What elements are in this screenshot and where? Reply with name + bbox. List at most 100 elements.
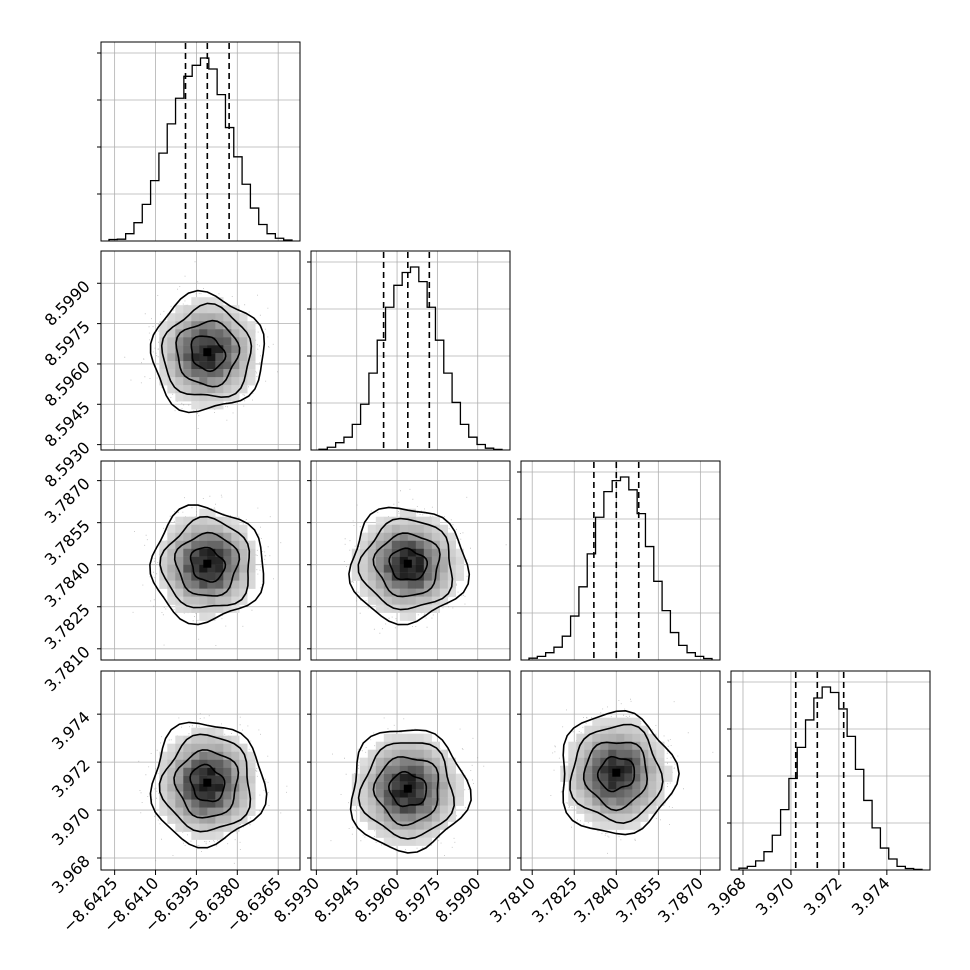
density-cell — [431, 749, 441, 758]
density-cell — [431, 741, 441, 750]
y-tick-label: 8.5990 — [41, 277, 94, 330]
density-cell — [215, 735, 224, 744]
density-cell — [215, 321, 224, 330]
density-cell — [199, 337, 208, 346]
density-cell — [183, 305, 192, 314]
density-cell — [399, 829, 409, 838]
density-cell — [223, 516, 232, 525]
density-cell — [231, 377, 240, 386]
density-cell — [191, 524, 200, 533]
density-cell — [383, 532, 393, 541]
density-cell — [375, 588, 385, 597]
density-cell — [199, 572, 208, 581]
density-cell — [415, 781, 425, 790]
density-cell — [191, 361, 200, 370]
density-cell — [183, 807, 192, 816]
y-tick-label: 3.7825 — [41, 600, 94, 653]
density-cell — [439, 765, 449, 774]
x-tick-label: 3.970 — [752, 873, 798, 919]
density-cell — [447, 556, 457, 565]
panel-content — [330, 717, 485, 856]
density-cell — [239, 564, 248, 573]
contour-line — [190, 335, 227, 373]
density-cell — [199, 548, 208, 557]
density-cell — [239, 548, 248, 557]
density-cell — [568, 749, 577, 758]
density-cell — [576, 749, 585, 758]
density-cell — [399, 765, 409, 774]
density-cell — [207, 735, 216, 744]
density-cell — [399, 797, 409, 806]
density-cell — [175, 799, 184, 808]
density-cell — [455, 773, 465, 782]
density-cell — [415, 789, 425, 798]
density-cell — [191, 540, 200, 549]
density-cell — [207, 807, 216, 816]
density-cell — [215, 783, 224, 792]
density-cell — [648, 765, 657, 774]
density-cell — [640, 733, 649, 742]
density-cell — [215, 337, 224, 346]
density-cell — [223, 532, 232, 541]
density-cell — [632, 805, 641, 814]
density-cell — [239, 540, 248, 549]
density-cell — [223, 759, 232, 768]
density-cell — [199, 743, 208, 752]
density-cell — [375, 516, 385, 525]
density-cell — [391, 829, 401, 838]
density-cell — [167, 361, 176, 370]
density-cell — [359, 765, 369, 774]
density-cell — [247, 548, 256, 557]
density-cell — [399, 516, 409, 525]
density-cell — [207, 345, 216, 354]
density-cell — [359, 572, 369, 581]
density-cell — [391, 757, 401, 766]
density-cell — [183, 540, 192, 549]
density-cell — [239, 524, 248, 533]
density-cell — [175, 791, 184, 800]
density-cell — [423, 532, 433, 541]
density-cell — [415, 564, 425, 573]
density-cell — [431, 556, 441, 565]
density-cell — [159, 572, 168, 581]
density-cell — [239, 596, 248, 605]
density-cell — [215, 556, 224, 565]
density-cell — [415, 821, 425, 830]
density-cell — [399, 580, 409, 589]
density-cell — [648, 741, 657, 750]
contour-line — [387, 770, 428, 808]
density-cell — [199, 612, 208, 621]
density-cell — [391, 781, 401, 790]
density-cell — [656, 781, 665, 790]
density-cell — [159, 767, 168, 776]
density-cell — [407, 813, 417, 822]
density-cell — [632, 789, 641, 798]
density-cell — [455, 797, 465, 806]
density-cell — [231, 767, 240, 776]
density-cell — [159, 540, 168, 549]
density-cell — [215, 524, 224, 533]
density-cell — [199, 588, 208, 597]
density-cell — [199, 329, 208, 338]
density-cell — [399, 789, 409, 798]
density-cell — [199, 313, 208, 322]
panel-3-0: −8.6425−8.6410−8.6395−8.6380−8.63653.968… — [48, 670, 301, 936]
density-cell — [191, 329, 200, 338]
density-cell — [183, 361, 192, 370]
density-cell — [592, 725, 601, 734]
density-cell — [247, 791, 256, 800]
density-cell — [167, 783, 176, 792]
density-cell — [616, 741, 625, 750]
density-cell — [632, 725, 641, 734]
density-cell — [439, 757, 449, 766]
density-cell — [407, 773, 417, 782]
histogram-bars — [318, 266, 503, 451]
density-cell — [616, 717, 625, 726]
density-cell — [239, 353, 248, 362]
density-cell — [367, 773, 377, 782]
density-cell — [223, 556, 232, 565]
density-cell — [600, 789, 609, 798]
density-cell — [656, 749, 665, 758]
density-cell — [207, 815, 216, 824]
